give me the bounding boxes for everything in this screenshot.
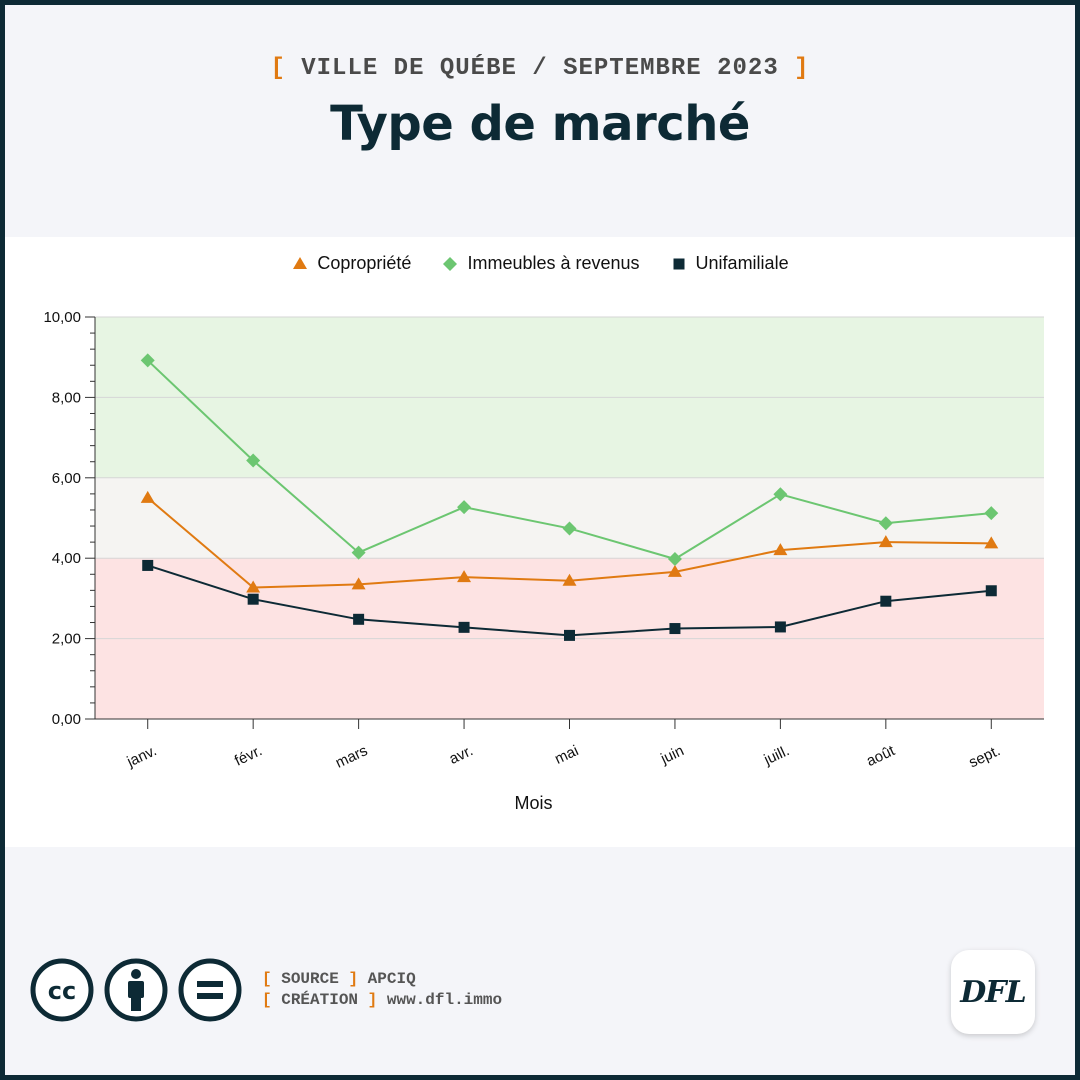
- creation-value: www.dfl.immo: [386, 991, 503, 1009]
- legend-item-unifamiliale[interactable]: Unifamiliale: [670, 253, 789, 274]
- attribution-person-icon: [104, 958, 168, 1022]
- data-point-immeubles-revenus: [562, 521, 577, 536]
- subtitle-text: VILLE DE QUÉBE / SEPTEMBRE 2023: [301, 55, 779, 82]
- legend-marker: [443, 256, 458, 271]
- subtitle-bracket-close: ]: [794, 55, 810, 82]
- data-point-copropri-t-: [562, 573, 577, 586]
- data-point-unifamiliale: [774, 621, 786, 633]
- data-point-immeubles-revenus: [140, 353, 155, 368]
- data-point-immeubles-revenus: [351, 545, 366, 560]
- legend: Copropriété Immeubles à revenus Unifamilia…: [5, 253, 1075, 274]
- source-value: APCIQ: [367, 970, 416, 988]
- svg-text:cc: cc: [48, 977, 76, 1005]
- y-tick-label: 0,00: [52, 711, 81, 728]
- data-point-immeubles-revenus: [773, 487, 788, 502]
- source-label: SOURCE: [281, 970, 339, 988]
- legend-marker-triangle-icon: [293, 256, 308, 269]
- page-title: Type de marché: [330, 96, 750, 152]
- legend-marker: [293, 256, 308, 269]
- data-point-copropri-t-: [351, 577, 366, 590]
- legend-label: Copropriété: [317, 253, 412, 273]
- data-point-copropri-t-: [878, 535, 893, 548]
- data-point-copropri-t-: [246, 580, 261, 593]
- credit-source: [ SOURCE ] APCIQ: [262, 969, 502, 990]
- x-tick-label: sept.: [966, 742, 1003, 771]
- data-point-copropri-t-: [457, 570, 472, 583]
- legend-item-copropri-t-[interactable]: Copropriété: [291, 253, 411, 274]
- x-tick-label: juill.: [761, 742, 793, 769]
- x-axis-title: Mois: [514, 793, 552, 813]
- subtitle-bracket-open: [: [270, 55, 286, 82]
- footer: cc [ SOURCE ] APCIQ [ CRÉATION ] www: [30, 958, 502, 1022]
- no-derivatives-equals-icon: [178, 958, 242, 1022]
- data-point-immeubles-revenus: [667, 552, 682, 567]
- data-point-copropri-t-: [984, 536, 999, 549]
- data-point-unifamiliale: [880, 595, 892, 607]
- line-chart: 0,00 2,00 4,00 6,00 8,00 10,00 janv. févr. mars a…: [43, 309, 1044, 813]
- data-point-immeubles-revenus: [878, 516, 893, 531]
- x-tick-label: juin: [657, 742, 686, 768]
- credits: [ SOURCE ] APCIQ [ CRÉATION ] www.dfl.im…: [262, 969, 502, 1011]
- data-point-unifamiliale: [564, 629, 575, 641]
- dfl-logo: DFL: [951, 950, 1035, 1034]
- bracket-close: ]: [367, 991, 378, 1009]
- y-tick-label: 2,00: [52, 631, 81, 648]
- legend-marker-diamond-icon: [443, 256, 458, 271]
- data-point-copropri-t-: [140, 490, 155, 503]
- legend-label: Unifamiliale: [695, 253, 789, 273]
- data-point-copropri-t-: [773, 543, 788, 556]
- x-tick-label: févr.: [232, 742, 265, 769]
- header: [ VILLE DE QUÉBE / SEPTEMBRE 2023 ] Type…: [5, 55, 1075, 152]
- data-point-unifamiliale: [142, 559, 154, 571]
- data-point-unifamiliale: [353, 613, 365, 625]
- data-point-unifamiliale: [458, 621, 470, 633]
- data-point-immeubles-revenus: [984, 506, 999, 521]
- bracket-close: ]: [348, 970, 359, 988]
- y-tick-label: 8,00: [52, 389, 81, 406]
- credit-creation: [ CRÉATION ] www.dfl.immo: [262, 990, 502, 1011]
- y-tick-label: 10,00: [43, 309, 81, 326]
- data-point-unifamiliale: [985, 585, 997, 597]
- subtitle: [ VILLE DE QUÉBE / SEPTEMBRE 2023 ]: [5, 55, 1075, 82]
- legend-item-immeubles-revenus[interactable]: Immeubles à revenus: [441, 253, 640, 274]
- bracket-open: [: [262, 991, 272, 1009]
- legend-marker-square-icon: [673, 258, 685, 269]
- x-tick-label: mai: [552, 742, 581, 768]
- chart-panel: 0,00 2,00 4,00 6,00 8,00 10,00 janv. févr. mars a…: [5, 237, 1075, 847]
- y-tick-label: 6,00: [52, 470, 81, 487]
- x-tick-label: mars: [333, 742, 370, 771]
- data-point-unifamiliale: [669, 623, 681, 635]
- creation-label: CRÉATION: [281, 991, 359, 1009]
- x-tick-label: janv.: [124, 742, 160, 771]
- y-tick-label: 4,00: [52, 550, 81, 567]
- data-point-copropri-t-: [667, 564, 682, 577]
- data-point-unifamiliale: [247, 593, 259, 605]
- legend-label: Immeubles à revenus: [467, 253, 640, 273]
- data-point-immeubles-revenus: [457, 500, 472, 515]
- creative-commons-icon: cc: [30, 958, 94, 1022]
- zone-band-1: [95, 477, 1044, 559]
- bracket-open: [: [262, 970, 272, 988]
- data-point-immeubles-revenus: [246, 453, 261, 468]
- x-tick-label: avr.: [447, 742, 476, 768]
- x-tick-label: août: [864, 742, 898, 770]
- legend-marker: [673, 258, 685, 269]
